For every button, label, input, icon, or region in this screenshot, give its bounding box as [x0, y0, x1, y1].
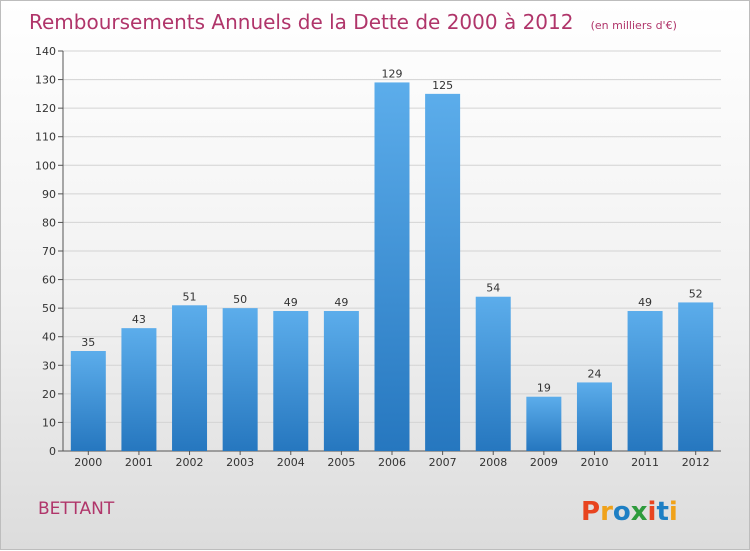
x-tick-label-2011: 2011	[631, 456, 659, 469]
bar-2001	[121, 328, 157, 451]
x-tick-label-2009: 2009	[530, 456, 558, 469]
y-tick-label: 110	[35, 131, 56, 144]
x-tick-label-2012: 2012	[682, 456, 710, 469]
y-tick-label: 30	[42, 359, 56, 372]
x-tick-label-2003: 2003	[226, 456, 254, 469]
x-tick-label-2001: 2001	[125, 456, 153, 469]
y-tick-label: 120	[35, 102, 56, 115]
bar-2010	[576, 382, 612, 451]
y-tick-label: 10	[42, 416, 56, 429]
proxiti-logo: Proxiti	[581, 497, 678, 527]
x-tick-label-2008: 2008	[479, 456, 507, 469]
x-tick-label-2005: 2005	[327, 456, 355, 469]
x-tick-label-2007: 2007	[429, 456, 457, 469]
logo-letter: o	[613, 497, 631, 527]
bar-2009	[526, 396, 562, 451]
logo-letter: t	[656, 497, 668, 527]
bar-2008	[475, 296, 511, 451]
bar-2011	[627, 311, 663, 451]
data-label-2009: 19	[537, 382, 551, 395]
data-label-2003: 50	[233, 293, 247, 306]
x-tick-label-2002: 2002	[176, 456, 204, 469]
data-label-2000: 35	[81, 336, 95, 349]
data-label-2005: 49	[334, 296, 348, 309]
logo-letter: P	[581, 497, 600, 527]
y-tick-label: 90	[42, 188, 56, 201]
data-label-2010: 24	[587, 367, 601, 380]
logo-letter: i	[669, 497, 678, 527]
y-tick-label: 50	[42, 302, 56, 315]
x-tick-label-2006: 2006	[378, 456, 406, 469]
bar-2002	[172, 305, 208, 451]
y-tick-label: 80	[42, 216, 56, 229]
data-label-2006: 129	[382, 67, 403, 80]
bar-2005	[323, 311, 359, 451]
x-tick-label-2000: 2000	[74, 456, 102, 469]
data-label-2008: 54	[486, 282, 500, 295]
bar-2007	[425, 93, 461, 451]
bars	[70, 82, 714, 451]
bar-2003	[222, 308, 258, 451]
y-tick-label: 20	[42, 388, 56, 401]
chart-title-main: Remboursements Annuels de la Dette de 20…	[29, 10, 573, 34]
x-tick-label-2010: 2010	[580, 456, 608, 469]
data-label-2001: 43	[132, 313, 146, 326]
labels: 0 10 20 30 40 50 60 70 80 90 100 110 120 130 140 35 2000…	[35, 45, 710, 469]
data-label-2004: 49	[284, 296, 298, 309]
logo-letter: r	[600, 497, 613, 527]
data-label-2012: 52	[689, 287, 703, 300]
bar-2006	[374, 82, 410, 451]
data-label-2011: 49	[638, 296, 652, 309]
y-tick-label: 100	[35, 159, 56, 172]
y-tick-label: 0	[49, 445, 56, 458]
x-tick-label-2004: 2004	[277, 456, 305, 469]
y-tick-label: 40	[42, 331, 56, 344]
bar-2000	[70, 351, 106, 451]
bar-2004	[273, 311, 309, 451]
chart-title: Remboursements Annuels de la Dette de 20…	[29, 10, 677, 34]
chart-title-unit: (en milliers d'€)	[591, 19, 677, 32]
y-tick-label: 140	[35, 45, 56, 58]
data-label-2002: 51	[183, 290, 197, 303]
data-label-2007: 125	[432, 79, 453, 92]
y-tick-label: 60	[42, 274, 56, 287]
bar-2012	[678, 302, 714, 451]
y-tick-label: 130	[35, 74, 56, 87]
logo-letter: x	[631, 497, 648, 527]
y-tick-label: 70	[42, 245, 56, 258]
logo-letter: i	[648, 497, 657, 527]
commune-name: BETTANT	[38, 499, 115, 519]
